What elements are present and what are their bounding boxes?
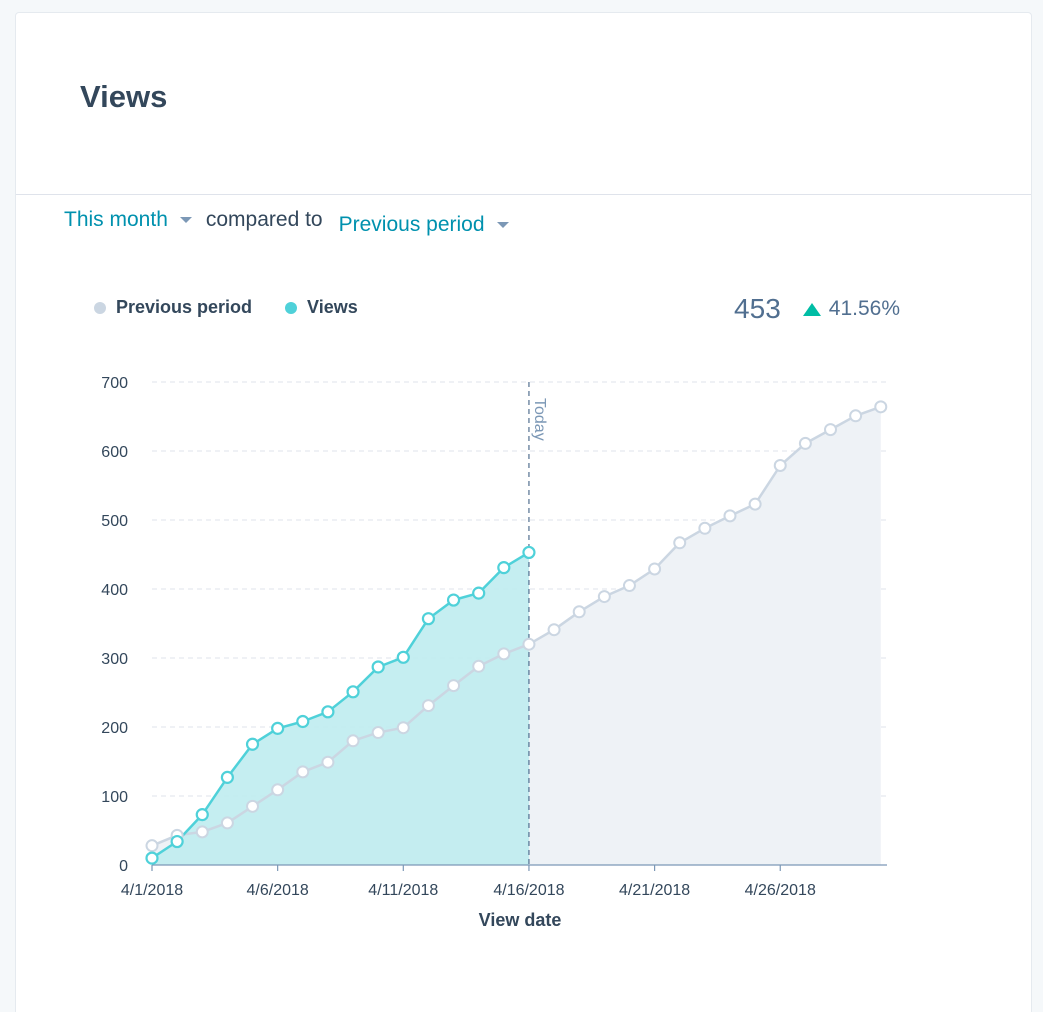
views-point[interactable]: [245, 737, 260, 751]
previous-period-point[interactable]: [220, 816, 234, 830]
x-axis-label: View date: [479, 910, 562, 930]
chart-legend: Previous period Views: [94, 297, 391, 318]
views-point[interactable]: [446, 593, 461, 607]
legend-item-previous-period[interactable]: Previous period: [94, 297, 252, 318]
y-tick-label: 700: [101, 375, 128, 392]
change-percentage: 41.56%: [828, 297, 900, 320]
views-point[interactable]: [170, 834, 184, 849]
y-tick-label: 100: [101, 789, 128, 806]
previous-period-point[interactable]: [271, 783, 285, 797]
previous-period-point[interactable]: [246, 799, 260, 813]
date-range-dropdown[interactable]: This month: [64, 208, 192, 232]
previous-period-point[interactable]: [145, 839, 159, 853]
previous-period-point[interactable]: [346, 734, 360, 748]
previous-period-point[interactable]: [773, 458, 787, 472]
today-marker-label: Today: [531, 398, 548, 441]
views-point[interactable]: [522, 545, 536, 560]
compare-period-dropdown[interactable]: Previous period: [339, 213, 509, 237]
y-tick-label: 300: [101, 651, 128, 668]
views-point[interactable]: [220, 770, 234, 784]
views-point[interactable]: [497, 561, 511, 575]
x-tick-label: 4/21/2018: [619, 882, 690, 899]
legend-dot-icon: [285, 301, 298, 314]
compared-to-label: compared to: [205, 208, 323, 231]
previous-period-point[interactable]: [296, 765, 310, 779]
triangle-up-icon: [802, 302, 821, 316]
caret-down-icon: [179, 217, 192, 223]
previous-period-point[interactable]: [622, 579, 636, 593]
previous-period-point[interactable]: [447, 679, 461, 693]
previous-period-point[interactable]: [472, 659, 486, 673]
views-point[interactable]: [346, 685, 360, 699]
x-tick-label: 4/26/2018: [745, 882, 816, 899]
y-tick-label: 400: [101, 582, 128, 599]
views-point[interactable]: [396, 650, 410, 664]
views-area: [152, 552, 529, 865]
previous-period-point[interactable]: [748, 497, 762, 511]
compare-period-label: Previous period: [338, 213, 485, 236]
previous-period-point[interactable]: [547, 623, 561, 637]
previous-period-point[interactable]: [849, 409, 863, 423]
views-point[interactable]: [195, 808, 209, 822]
summary-stat: 453 41.56%: [734, 293, 900, 325]
legend-label-previous: Previous period: [116, 297, 253, 317]
card-title: Views: [80, 79, 168, 114]
previous-period-point[interactable]: [321, 755, 335, 769]
views-point[interactable]: [321, 705, 335, 719]
card-header: Views: [16, 13, 1031, 195]
x-tick-label: 4/6/2018: [247, 882, 309, 899]
views-point[interactable]: [472, 586, 486, 600]
views-point[interactable]: [421, 612, 436, 626]
previous-period-point[interactable]: [371, 726, 385, 740]
y-tick-label: 0: [119, 858, 128, 875]
x-tick-label: 4/16/2018: [493, 882, 564, 899]
previous-period-point[interactable]: [396, 721, 410, 735]
previous-period-point[interactable]: [698, 521, 712, 535]
previous-period-point[interactable]: [874, 400, 888, 414]
previous-period-point[interactable]: [648, 562, 662, 576]
previous-period-point[interactable]: [522, 637, 536, 651]
previous-period-point[interactable]: [597, 590, 611, 604]
previous-period-point[interactable]: [195, 825, 209, 839]
views-line: [151, 551, 530, 860]
previous-period-point[interactable]: [497, 647, 511, 661]
previous-period-point[interactable]: [798, 436, 812, 450]
views-point[interactable]: [371, 660, 385, 674]
y-tick-label: 200: [101, 720, 128, 737]
total-views-value: 453: [734, 293, 781, 324]
y-tick-label: 600: [101, 444, 128, 461]
views-point[interactable]: [271, 721, 285, 735]
previous-period-point[interactable]: [673, 536, 687, 550]
previous-period-point[interactable]: [723, 509, 737, 523]
previous-period-point[interactable]: [824, 423, 838, 437]
x-tick-label: 4/11/2018: [368, 882, 438, 899]
date-range-label: This month: [64, 208, 168, 231]
x-tick-label: 4/1/2018: [121, 882, 183, 899]
views-point[interactable]: [296, 714, 310, 729]
previous-period-point[interactable]: [572, 605, 586, 619]
views-point[interactable]: [145, 851, 159, 865]
filter-bar: This month compared to Previous period: [64, 208, 509, 236]
caret-down-icon: [496, 222, 509, 228]
y-tick-label: 500: [101, 513, 128, 530]
legend-item-views[interactable]: Views: [285, 297, 358, 318]
legend-label-views: Views: [307, 297, 358, 317]
previous-period-point[interactable]: [421, 699, 435, 713]
previous-period-area: [152, 406, 881, 865]
legend-dot-icon: [94, 301, 106, 314]
